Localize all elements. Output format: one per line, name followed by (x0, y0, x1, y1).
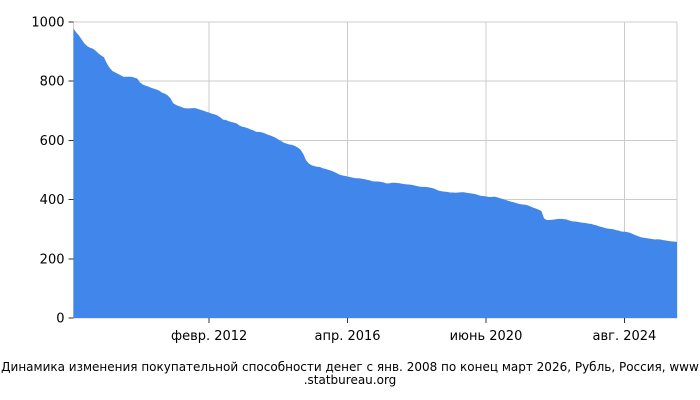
y-axis-label: 600 (40, 134, 65, 149)
caption-line-1: Динамика изменения покупательной способн… (1, 360, 699, 374)
y-axis-label: 400 (40, 193, 65, 208)
x-axis-label: апр. 2016 (315, 329, 381, 344)
y-axis-label: 0 (56, 312, 64, 327)
y-axis-label: 800 (40, 75, 65, 90)
x-axis-label: июнь 2020 (450, 329, 523, 344)
purchasing-power-area-chart: 0 200 400 600 800 1000 февр. 2012 апр. 2016 июнь… (31, 16, 678, 344)
x-axis-label: февр. 2012 (171, 329, 247, 344)
x-axis-label: авг. 2024 (592, 329, 656, 344)
y-axis-label: 1000 (31, 16, 64, 31)
area-series (73, 28, 677, 319)
caption-line-2: .statbureau.org (303, 373, 397, 387)
chart-caption: Динамика изменения покупательной способн… (0, 361, 700, 387)
y-axis-label: 200 (40, 252, 65, 267)
